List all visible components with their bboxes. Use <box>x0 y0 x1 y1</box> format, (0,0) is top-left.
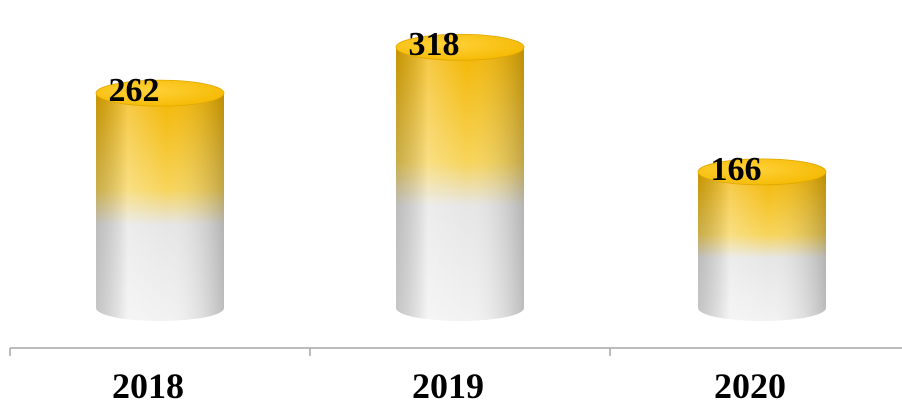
cylinder-bar <box>395 33 525 322</box>
cylinder-bar <box>697 158 827 321</box>
bars-layer <box>95 33 827 322</box>
cylinder-top <box>395 33 525 61</box>
x-tick-label: 2018 <box>112 366 184 402</box>
cylinder-shading <box>698 171 826 321</box>
cylinder-bar <box>95 79 225 321</box>
cylinder-shading <box>96 93 224 321</box>
x-tick-label: 2019 <box>412 366 484 402</box>
x-tick-label: 2020 <box>714 366 786 402</box>
data-label: 318 <box>409 26 460 63</box>
cylinder-shading <box>396 47 524 322</box>
cylinder-top <box>697 158 827 186</box>
data-label: 166 <box>711 151 762 188</box>
cylinder-top <box>95 79 225 107</box>
data-label: 262 <box>109 72 160 109</box>
x-axis <box>9 347 902 356</box>
labels-layer: 262 2018 318 2019 166 2020 <box>109 26 787 406</box>
